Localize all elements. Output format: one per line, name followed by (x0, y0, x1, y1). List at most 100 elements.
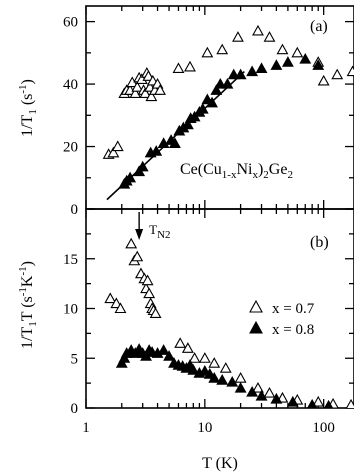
legend-label-x08: x = 0.8 (272, 322, 314, 338)
panel-a-label: (a) (310, 18, 328, 35)
data-point-x07 (141, 274, 154, 286)
panel-b-ticks (85, 208, 354, 409)
data-point-x07 (188, 352, 201, 363)
data-point-x08 (157, 137, 170, 148)
data-point-x07 (131, 250, 144, 262)
data-point-x07 (139, 87, 152, 98)
data-point-x08 (168, 137, 181, 148)
data-point-x08 (221, 77, 234, 89)
panel-a-points (102, 24, 354, 189)
compound-label: Ce(Cu1-xNix)2Ge2 (180, 161, 293, 181)
data-point-x07 (145, 90, 158, 102)
data-point-x08 (208, 372, 221, 383)
y-tick-label: 0 (71, 202, 79, 218)
data-point-x07 (154, 84, 166, 95)
data-point-x08 (246, 65, 259, 77)
data-point-x08 (299, 52, 312, 64)
y-tick-label: 10 (63, 302, 78, 318)
data-point-x08 (163, 350, 175, 361)
data-point-x07 (149, 307, 162, 319)
panel-a-y-axis-title: 1/T1 (s-1) (17, 79, 39, 137)
data-point-x07 (125, 237, 138, 249)
legend-marker-x08 (249, 320, 263, 334)
data-point-x07 (331, 68, 344, 80)
x-tick-label: 1 (82, 420, 90, 436)
data-point-x07 (345, 398, 354, 408)
data-point-x07 (346, 65, 354, 77)
y-tick-label: 0 (71, 401, 79, 417)
data-point-x08 (286, 395, 299, 407)
data-point-x07 (208, 357, 221, 368)
data-point-x08 (307, 398, 318, 408)
data-point-x07 (131, 81, 144, 92)
data-point-x08 (196, 102, 209, 114)
legend: x = 0.7 x = 0.8 (249, 299, 315, 338)
panel-b-points (104, 237, 354, 408)
data-point-x07 (252, 24, 264, 36)
data-point-x08 (206, 96, 218, 108)
data-point-x07 (110, 297, 123, 309)
data-point-x07 (219, 362, 232, 373)
data-point-x07 (114, 302, 127, 314)
data-point-x07 (216, 43, 229, 55)
y-tick-label: 60 (63, 15, 78, 31)
data-point-x07 (198, 352, 211, 363)
data-point-x07 (143, 287, 156, 299)
data-point-x08 (214, 77, 227, 89)
data-point-x08 (246, 385, 259, 397)
x-axis-title: T (K) (202, 455, 238, 472)
data-point-x07 (232, 31, 244, 42)
data-point-x08 (226, 375, 239, 387)
y-tick-label: 40 (63, 77, 78, 93)
data-point-x07 (142, 70, 155, 81)
data-point-x07 (181, 342, 194, 353)
data-point-x08 (255, 62, 268, 74)
data-point-x08 (150, 145, 163, 156)
data-point-x07 (291, 46, 304, 58)
data-point-x08 (181, 118, 194, 130)
data-point-x08 (234, 381, 247, 393)
data-point-x08 (136, 160, 149, 172)
data-point-x08 (227, 68, 240, 80)
data-point-x08 (234, 68, 247, 80)
x-tick-label: 10 (197, 420, 212, 436)
data-point-x08 (324, 399, 334, 408)
data-point-x07 (276, 43, 289, 55)
panel-b-label: (b) (310, 234, 329, 251)
data-point-x08 (270, 59, 283, 70)
data-point-x08 (210, 84, 223, 95)
panel-a: 0 20 40 60 (a) Ce(Cu1-xNix)2Ge2 1/T1 (s-1) (17, 5, 354, 218)
data-point-x08 (187, 364, 200, 375)
data-point-x07 (234, 372, 247, 383)
legend-marker-x07 (249, 299, 263, 313)
data-point-x08 (157, 344, 170, 355)
data-point-x08 (216, 374, 229, 385)
data-point-x07 (184, 60, 196, 72)
data-point-x07 (111, 140, 124, 152)
data-point-x07 (201, 46, 214, 58)
y-tick-label: 20 (63, 140, 78, 156)
data-point-x08 (312, 59, 325, 70)
panel-b-y-axis-title: 1/T1T (s-1K-1) (17, 261, 39, 349)
panel-a-ticks (85, 6, 354, 210)
x-tick-label: 100 (312, 420, 335, 436)
panel-b-y-tick-labels: 0 5 10 15 (63, 252, 78, 417)
data-point-x08 (281, 56, 294, 67)
y-tick-label: 15 (63, 252, 78, 268)
data-point-x07 (252, 381, 264, 393)
panel-b: 0 5 10 15 (b) TN2 x = 0.7 x = 0.8 1/T1T (s-… (17, 208, 354, 472)
data-point-x07 (174, 337, 187, 348)
data-point-x07 (317, 74, 330, 86)
data-point-x07 (312, 395, 325, 407)
legend-label-x07: x = 0.7 (272, 301, 315, 317)
x-tick-labels: 1 10 100 (82, 420, 335, 436)
y-tick-label: 5 (71, 351, 79, 367)
tn2-arrow-head (135, 229, 144, 240)
data-point-x07 (129, 87, 142, 98)
data-point-x07 (263, 386, 276, 398)
data-point-x08 (255, 389, 268, 401)
data-point-x08 (124, 171, 137, 183)
data-point-x07 (263, 31, 276, 42)
panel-a-y-tick-labels: 0 20 40 60 (63, 15, 78, 218)
